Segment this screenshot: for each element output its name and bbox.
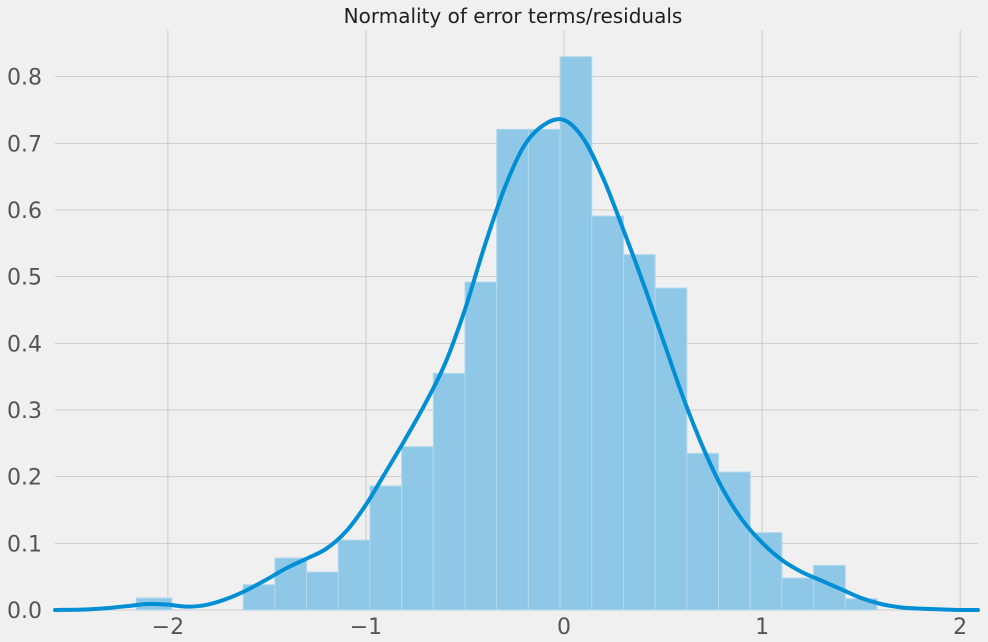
kde-curve <box>53 117 980 613</box>
y-tick-label: 0.0 <box>7 599 42 624</box>
x-tick-label: 2 <box>953 615 967 640</box>
histogram-bar <box>496 128 529 611</box>
histogram-bar <box>559 56 593 611</box>
y-tick-label: 0.4 <box>7 332 42 357</box>
y-tick-label: 0.8 <box>7 66 42 91</box>
y-tick-label: 0.6 <box>7 199 42 224</box>
histogram-bar <box>781 577 815 611</box>
histogram-bar <box>306 571 339 611</box>
histogram-bar <box>432 372 466 611</box>
chart-title: Normality of error terms/residuals <box>344 4 683 28</box>
histogram-bars <box>135 56 878 611</box>
histogram-bar <box>686 452 720 611</box>
y-tick-label: 0.1 <box>7 532 42 557</box>
x-tick-label: −2 <box>152 615 184 640</box>
y-tick-label: 0.7 <box>7 132 42 157</box>
x-tick-label: 0 <box>557 615 571 640</box>
histogram-bar <box>464 281 498 611</box>
y-tick-label: 0.3 <box>7 399 42 424</box>
histogram-bar <box>591 215 624 611</box>
x-tick-labels: −2 −1 0 1 2 <box>152 615 967 640</box>
histogram-bar <box>401 446 434 611</box>
x-tick-label: −1 <box>350 615 382 640</box>
histogram-bar <box>369 485 403 611</box>
y-tick-labels: 0.0 0.1 0.2 0.3 0.4 0.5 0.6 0.7 0.8 <box>7 66 42 624</box>
histogram-bar <box>527 128 561 611</box>
histogram-bar <box>622 254 656 611</box>
histogram-bar <box>654 287 688 611</box>
y-tick-label: 0.2 <box>7 466 42 491</box>
x-tick-label: 1 <box>755 615 769 640</box>
y-tick-label: 0.5 <box>7 266 42 291</box>
histogram-bar <box>337 539 371 611</box>
